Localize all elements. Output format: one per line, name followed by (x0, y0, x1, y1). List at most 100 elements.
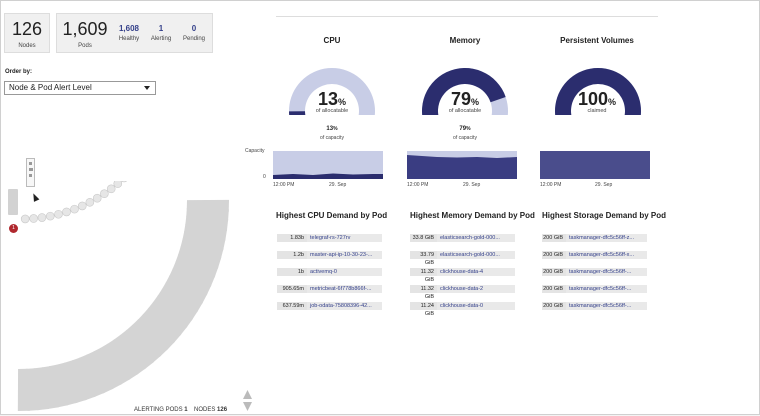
pod-link[interactable]: metricbeat-6f778b866f-... (307, 285, 382, 293)
demand-value: 200 GiB (542, 268, 566, 276)
pod-link[interactable]: telegraf-rs-727rv (307, 234, 382, 242)
node-tile (157, 288, 199, 321)
cpu-demand-row[interactable]: 1.2b master-api-ip-10-30-23-... (277, 251, 382, 259)
gauge-track (289, 68, 375, 115)
node-tile (131, 319, 169, 357)
memory-demand-row[interactable]: 33.79 GiB elasticsearch-gold-000... (410, 251, 515, 266)
node-tile[interactable] (8, 189, 18, 215)
node-tile (113, 334, 147, 375)
demand-value: 33.8 GiB (410, 234, 437, 242)
pods-stat[interactable]: 1,609 Pods 1,608 Healthy 1 Alerting 0 Pe… (56, 13, 213, 53)
pv-gauge[interactable] (553, 53, 643, 115)
memory-demand-row[interactable]: 11.32 GiB clickhouse-data-4 (410, 268, 515, 283)
node-tile (152, 295, 193, 329)
node-tile (165, 275, 208, 305)
pod-link[interactable]: master-api-ip-10-30-23-... (307, 251, 382, 259)
cpu-gauge[interactable] (287, 53, 377, 115)
storage-demand-row[interactable]: 200 GiB taskmanager-dfc5c56ff-z... (542, 234, 647, 242)
cpu-gauge-title: CPU (323, 36, 341, 45)
healthy-count: 1,608 (118, 24, 140, 33)
alerting-label: Alerting (150, 36, 172, 42)
alert-badge[interactable]: 1 (9, 224, 18, 233)
x-tick: 12:00 PM (407, 182, 429, 188)
node-tile (106, 339, 139, 381)
cpu-demand-row[interactable]: 1.83b telegraf-rs-727rv (277, 234, 382, 242)
nodes-stat[interactable]: 126 Nodes (4, 13, 50, 53)
gauge-fill (422, 68, 506, 115)
memory-gauge[interactable] (420, 53, 510, 115)
alerting-count: 1 (158, 24, 164, 33)
pod-link[interactable]: taskmanager-dfc5c56ff-z... (566, 234, 647, 242)
pod-link[interactable]: taskmanager-dfc5c56ff-... (566, 302, 647, 310)
node-tile (185, 215, 229, 232)
node-tile (177, 246, 222, 269)
node-tile (142, 307, 182, 344)
node-tile (99, 343, 131, 386)
memory-demand-row[interactable]: 33.8 GiB elasticsearch-gold-000... (410, 234, 515, 242)
pod-dot (92, 193, 102, 203)
cpu-demand-row[interactable]: 1b activemq-0 (277, 268, 382, 276)
pod-link[interactable]: taskmanager-dfc5c56ff-... (566, 268, 647, 276)
storage-demand-row[interactable]: 200 GiB taskmanager-dfc5c56ff-... (542, 285, 647, 293)
nodes-footer: NODES 126 (194, 407, 228, 413)
pod-link[interactable]: clickhouse-data-4 (437, 268, 515, 276)
node-ring[interactable] (1, 181, 241, 416)
node-tile (48, 364, 69, 408)
pending-label: Pending (182, 36, 206, 42)
zoom-step (29, 168, 33, 171)
demand-value: 11.24 GiB (410, 302, 437, 317)
pod-link[interactable]: activemq-0 (307, 268, 382, 276)
healthy-label: Healthy (118, 36, 140, 42)
memory-capacity-value: 79% (459, 126, 471, 132)
cpu-demand-row[interactable]: 637.59m job-odata-75808396-42... (277, 302, 382, 310)
pods-count: 1,609 (62, 19, 108, 39)
pod-link[interactable]: taskmanager-dfc5c56ff-x... (566, 251, 647, 259)
pending-stat[interactable]: 0 Pending (179, 24, 209, 42)
pod-link[interactable]: job-odata-75808396-42... (307, 302, 382, 310)
node-tile (17, 368, 30, 411)
demand-value: 33.79 GiB (410, 251, 437, 266)
pod-link[interactable]: elasticsearch-gold-000... (437, 234, 515, 242)
pod-dot (70, 204, 79, 214)
order-by-select[interactable]: Node & Pod Alert Level (4, 81, 156, 95)
node-tile (78, 354, 105, 398)
capacity-axis-zero: 0 (263, 174, 266, 180)
x-tick: 29. Sep (595, 182, 613, 188)
pv-capacity-sparkline[interactable] (540, 151, 650, 179)
memory-capacity-sparkline[interactable] (407, 151, 517, 179)
node-tile (137, 313, 175, 351)
alerting-stat[interactable]: 1 Alerting (147, 24, 175, 42)
cpu-demand-row[interactable]: 905.65m metricbeat-6f778b866f-... (277, 285, 382, 293)
node-tile (183, 223, 228, 241)
pod-dot (45, 211, 55, 221)
pod-link[interactable]: taskmanager-dfc5c56ff-... (566, 285, 647, 293)
node-tile (182, 230, 226, 251)
node-tile (93, 347, 123, 390)
storage-demand-row[interactable]: 200 GiB taskmanager-dfc5c56ff-... (542, 268, 647, 276)
cpu-demand-title: Highest CPU Demand by Pod (276, 211, 388, 220)
capacity-axis-label: Capacity (245, 148, 265, 154)
memory-demand-title: Highest Memory Demand by Pod (410, 211, 535, 220)
pod-dot (54, 209, 63, 219)
nodes-count: 126 (11, 19, 43, 39)
memory-demand-row[interactable]: 11.32 GiB clickhouse-data-2 (410, 285, 515, 300)
node-tile (119, 329, 155, 370)
storage-demand-row[interactable]: 200 GiB taskmanager-dfc5c56ff-... (542, 302, 647, 310)
node-tile (71, 357, 96, 401)
pod-dot (20, 214, 30, 224)
demand-value: 1b (277, 268, 307, 276)
chevron-down-icon (144, 86, 150, 90)
memory-demand-row[interactable]: 11.24 GiB clickhouse-data-0 (410, 302, 515, 317)
pod-dot (77, 201, 87, 211)
zoom-control[interactable] (26, 158, 35, 187)
storage-demand-row[interactable]: 200 GiB taskmanager-dfc5c56ff-x... (542, 251, 647, 259)
pod-link[interactable]: clickhouse-data-2 (437, 285, 515, 293)
healthy-stat[interactable]: 1,608 Healthy (115, 24, 143, 42)
node-tile (64, 359, 87, 404)
pod-link[interactable]: clickhouse-data-0 (437, 302, 515, 310)
scroll-arrows-icon[interactable] (242, 389, 253, 413)
pod-dot (37, 213, 47, 222)
pod-link[interactable]: elasticsearch-gold-000... (437, 251, 515, 259)
cpu-capacity-sparkline[interactable] (273, 151, 383, 179)
cpu-gauge-sublabel: of allocatable (315, 108, 349, 114)
